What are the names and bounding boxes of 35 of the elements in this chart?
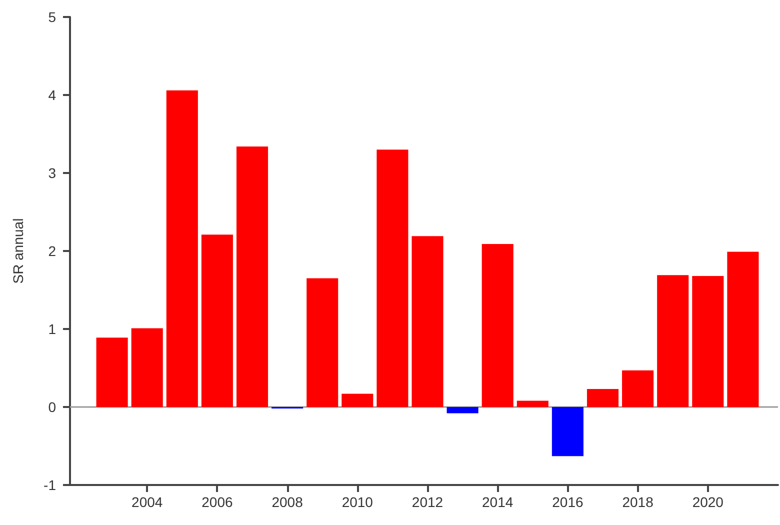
bar: [131, 328, 163, 407]
bar: [96, 338, 128, 407]
y-tick-label: 0: [48, 399, 56, 415]
bar: [376, 150, 408, 407]
x-tick-label: 2010: [342, 494, 374, 510]
x-tick-label: 2012: [412, 494, 444, 510]
bar: [306, 278, 338, 407]
bar: [342, 394, 374, 407]
bar: [586, 389, 619, 407]
x-tick-label: 2016: [552, 494, 584, 510]
y-tick-label: -1: [44, 477, 56, 493]
y-tick-label: 1: [48, 321, 56, 337]
x-tick-label: 2004: [132, 494, 163, 510]
bar: [516, 400, 548, 407]
bar: [166, 90, 198, 407]
bar: [622, 370, 654, 407]
bar: [201, 234, 233, 407]
bar: [727, 252, 759, 407]
x-tick-label: 2006: [202, 494, 233, 510]
y-tick-label: 5: [48, 9, 56, 25]
bar: [412, 236, 444, 407]
x-tick-label: 2008: [272, 494, 304, 510]
bar: [552, 407, 584, 456]
x-tick-label: 2020: [692, 494, 724, 510]
bar: [446, 407, 478, 414]
x-tick-label: 2018: [622, 494, 654, 510]
bar: [657, 275, 689, 407]
bar: [236, 146, 268, 407]
x-tick-label: 2014: [482, 494, 514, 510]
y-tick-label: 2: [48, 243, 56, 259]
y-tick-label: 4: [48, 87, 56, 103]
bar: [482, 244, 514, 407]
bar: [692, 276, 724, 407]
y-tick-label: 3: [48, 165, 56, 181]
y-axis-title: SR annual: [10, 218, 26, 284]
